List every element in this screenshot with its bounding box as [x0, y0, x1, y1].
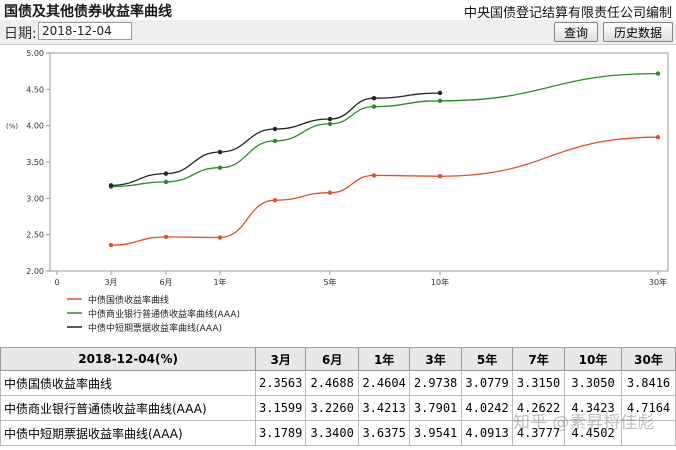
y-tick-label: 2.50: [26, 231, 44, 240]
date-toolbar: 日期: 查询 历史数据: [0, 20, 676, 45]
y-tick-label: 4.50: [26, 85, 44, 94]
table-row: 中债中短期票据收益率曲线(AAA) 3.1789 3.3400 3.6375 3.954…: [0, 420, 676, 446]
table-cell: 2.3563: [255, 370, 307, 396]
x-tick-label: 10年: [431, 277, 449, 287]
legend-label: 中债中短期票据收益率曲线(AAA): [88, 322, 222, 334]
table-cell: 4.0242: [461, 395, 514, 421]
table-header-col: 6月: [305, 347, 360, 371]
table-cell: 3.7901: [409, 395, 463, 421]
table-header-col: 10年: [564, 347, 622, 371]
data-point: [371, 104, 377, 109]
y-tick-label: 5.00: [26, 49, 44, 58]
table-cell: 3.0779: [461, 370, 514, 396]
table-cell: 3.3050: [564, 370, 622, 396]
plot-frame: [49, 52, 669, 272]
y-tick-label: 4.00: [26, 122, 44, 131]
query-button[interactable]: 查询: [554, 22, 598, 42]
page-title: 国债及其他债券收益率曲线: [4, 4, 172, 20]
table-cell: [620, 420, 676, 446]
table-header-col: 1年: [358, 347, 411, 371]
table-cell: 2.4604: [358, 370, 411, 396]
table-cell: 4.0913: [461, 420, 514, 446]
y-axis-label: (%): [6, 123, 18, 131]
data-point: [327, 121, 333, 127]
table-body: 中债国债收益率曲线 2.3563 2.4688 2.4604 2.9738 3.0779 3…: [0, 370, 676, 446]
table-cell: 4.7164: [620, 395, 676, 421]
data-point: [371, 96, 377, 101]
data-point: [437, 90, 443, 96]
table-cell: 3.3150: [512, 370, 566, 396]
series-line: [110, 72, 659, 188]
data-point: [217, 149, 223, 155]
data-point: [437, 98, 443, 103]
data-point: [327, 116, 333, 122]
row-name: 中债商业银行普通债收益率曲线(AAA): [0, 395, 257, 421]
data-point: [655, 134, 661, 140]
table-cell: 3.2260: [305, 395, 360, 421]
table-header-col: 30年: [620, 347, 676, 371]
chart-svg: 2.00 2.50 3.00 3.50 4.00 4.50 5.00 (%) 0 3月 6月 1年 5年…: [6, 49, 669, 334]
date-input[interactable]: [38, 22, 132, 40]
history-data-button[interactable]: 历史数据: [603, 22, 673, 42]
data-point: [108, 242, 114, 248]
series-line: [110, 136, 659, 246]
table-cell: 3.1599: [255, 395, 307, 421]
title-bar: 国债及其他债券收益率曲线 中央国债登记结算有限责任公司编制: [0, 0, 676, 21]
legend-label: 中债商业银行普通债收益率曲线(AAA): [88, 308, 240, 320]
table-row: 中债国债收益率曲线 2.3563 2.4688 2.4604 2.9738 3.0779 3…: [0, 370, 676, 396]
y-tick-label: 2.00: [26, 267, 44, 276]
y-tick-label: 3.50: [26, 158, 44, 167]
x-tick-label: 3月: [104, 278, 117, 287]
table-cell: 3.4213: [358, 395, 411, 421]
table-cell: 4.2622: [512, 395, 566, 421]
table-cell: 3.8416: [620, 370, 676, 396]
data-point: [163, 234, 169, 240]
table-cell: 3.3400: [305, 420, 360, 446]
table-cell: 2.4688: [305, 370, 360, 396]
x-tick-label: 0: [54, 278, 59, 287]
table-cell: 3.9541: [409, 420, 463, 446]
table-cell: 3.1789: [255, 420, 307, 446]
legend-label: 中债国债收益率曲线: [88, 294, 169, 306]
table-cell: 3.6375: [358, 420, 411, 446]
y-tick-label: 3.00: [26, 194, 44, 203]
data-point: [655, 71, 661, 76]
data-point: [371, 173, 377, 178]
yield-table: 2018-12-04(%) 3月 6月 1年 3年 5年 7年 10年 30年 中债国债收益率…: [0, 347, 676, 446]
date-label: 日期:: [4, 26, 37, 42]
data-point: [272, 126, 278, 132]
data-point: [437, 173, 443, 179]
table-header-row: 2018-12-04(%) 3月 6月 1年 3年 5年 7年 10年 30年: [0, 347, 676, 371]
data-point: [272, 138, 278, 144]
data-point: [272, 198, 278, 203]
row-name: 中债国债收益率曲线: [0, 370, 257, 396]
x-tick-label: 1年: [213, 277, 226, 287]
data-point: [163, 171, 169, 176]
x-tick-label: 5年: [323, 277, 336, 287]
data-point: [217, 235, 223, 240]
table-header-date: 2018-12-04(%): [0, 347, 257, 371]
table-cell: 4.3423: [564, 395, 622, 421]
data-point: [163, 179, 169, 185]
x-tick-label: 6月: [159, 278, 172, 287]
data-point: [108, 183, 114, 188]
x-tick-label: 30年: [649, 277, 667, 287]
table-header-col: 5年: [461, 347, 514, 371]
table-header-col: 7年: [512, 347, 566, 371]
table-cell: 4.3777: [512, 420, 566, 446]
table-header-col: 3年: [409, 347, 463, 371]
table-cell: 2.9738: [409, 370, 463, 396]
data-point: [327, 190, 333, 195]
table-header-col: 3月: [255, 347, 307, 371]
yield-curve-chart: 2.00 2.50 3.00 3.50 4.00 4.50 5.00 (%) 0 3月 6月 1年 5年…: [0, 45, 676, 347]
table-row: 中债商业银行普通债收益率曲线(AAA) 3.1599 3.2260 3.4213 3.7…: [0, 395, 676, 421]
row-name: 中债中短期票据收益率曲线(AAA): [0, 420, 257, 446]
table-cell: 4.4502: [564, 420, 622, 446]
data-point: [217, 165, 223, 170]
source-label: 中央国债登记结算有限责任公司编制: [463, 6, 672, 21]
